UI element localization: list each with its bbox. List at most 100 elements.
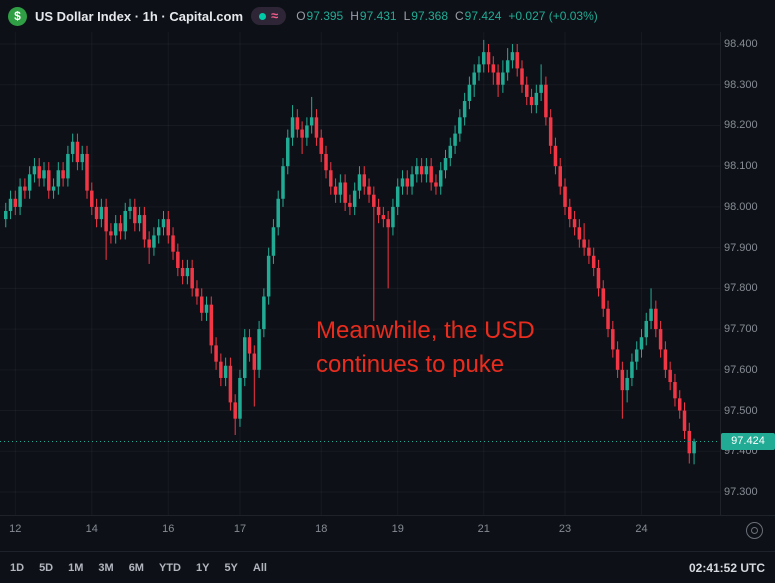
candle-body bbox=[654, 308, 658, 330]
candle-body bbox=[8, 198, 13, 211]
range-button-5y[interactable]: 5Y bbox=[224, 561, 238, 574]
candle-body bbox=[601, 288, 605, 309]
candle-body bbox=[553, 145, 558, 167]
symbol-title[interactable]: US Dollar Index · 1h · Capital.com bbox=[35, 8, 244, 24]
chart-annotation: Meanwhile, the USD continues to puke bbox=[316, 314, 535, 382]
candle-body bbox=[137, 215, 142, 224]
candle-body bbox=[352, 190, 357, 207]
range-button-5d[interactable]: 5D bbox=[39, 561, 54, 574]
time-axis-label: 19 bbox=[391, 523, 404, 535]
candle-body bbox=[386, 219, 390, 228]
candle-body bbox=[233, 402, 237, 419]
candle-body bbox=[104, 206, 108, 232]
price-axis-label: 97.700 bbox=[724, 323, 758, 336]
range-button-all[interactable]: All bbox=[252, 561, 267, 574]
candle-body bbox=[319, 137, 323, 154]
candle-body bbox=[161, 219, 166, 228]
candle-body bbox=[209, 304, 214, 346]
candle-body bbox=[176, 251, 180, 268]
candle-body bbox=[123, 210, 127, 232]
candle-body bbox=[47, 170, 51, 191]
candlestick-plot[interactable] bbox=[0, 32, 775, 515]
time-axis-label: 23 bbox=[558, 523, 572, 535]
candle-body bbox=[23, 186, 27, 191]
candle-body bbox=[99, 206, 104, 220]
candle-body bbox=[290, 117, 295, 138]
bottom-toolbar: 1D 5D 1M 3M 6M YTD 1Y 5Y All 02:41:52 UTC bbox=[0, 551, 775, 583]
candle-body bbox=[520, 68, 524, 85]
market-status-pill[interactable]: ≈ bbox=[251, 7, 287, 25]
candle-body bbox=[247, 337, 252, 354]
candle-body bbox=[70, 141, 75, 154]
price-axis-label: 98.400 bbox=[724, 38, 758, 50]
candle-body bbox=[133, 206, 137, 224]
candle-body bbox=[228, 365, 233, 403]
candle-body bbox=[501, 72, 505, 85]
ohlc-readout: O 97.395 H 97.431 L 97.368 C 97.424 +0.027 (… bbox=[296, 9, 598, 23]
price-axis-label: 97.500 bbox=[724, 404, 758, 417]
range-button-ytd[interactable]: YTD bbox=[158, 561, 181, 574]
candle-body bbox=[467, 84, 472, 102]
candle-body bbox=[195, 288, 199, 297]
candle-body bbox=[577, 227, 582, 240]
price-axis-label: 97.600 bbox=[724, 363, 758, 376]
low-value: 97.368 bbox=[411, 9, 448, 23]
candle-body bbox=[147, 239, 151, 248]
candle-body bbox=[85, 153, 89, 191]
candle-body bbox=[453, 133, 457, 146]
symbol-logo-icon: $ bbox=[8, 6, 27, 26]
range-button-1y[interactable]: 1Y bbox=[195, 561, 210, 574]
clock-readout[interactable]: 02:41:52 UTC bbox=[688, 560, 765, 575]
candle-body bbox=[266, 255, 271, 297]
range-button-6m[interactable]: 6M bbox=[128, 561, 144, 574]
range-button-1d[interactable]: 1D bbox=[10, 561, 25, 574]
candle-body bbox=[309, 117, 314, 126]
candle-body bbox=[491, 64, 496, 73]
candle-body bbox=[505, 60, 510, 73]
delayed-data-icon: ≈ bbox=[271, 7, 279, 23]
candle-body bbox=[587, 247, 591, 256]
candle-body bbox=[472, 72, 476, 85]
timezone-settings-icon[interactable] bbox=[746, 522, 763, 539]
candle-body bbox=[644, 320, 649, 338]
candle-body bbox=[682, 410, 687, 431]
candle-body bbox=[558, 166, 562, 187]
candle-body bbox=[525, 84, 529, 97]
time-axis-label: 24 bbox=[635, 523, 648, 535]
candle-body bbox=[649, 308, 653, 321]
candle-body bbox=[434, 182, 438, 187]
time-axis-label: 14 bbox=[85, 523, 98, 535]
time-axis[interactable]: 12 14 16 17 18 19 21 23 24 bbox=[0, 515, 775, 551]
price-axis-label: 97.800 bbox=[724, 282, 758, 295]
range-button-1m[interactable]: 1M bbox=[68, 561, 84, 574]
candle-body bbox=[257, 329, 261, 370]
open-label: O bbox=[296, 9, 306, 23]
annotation-line-1: Meanwhile, the USD bbox=[316, 317, 535, 344]
open-value: 97.395 bbox=[306, 9, 344, 23]
candle-body bbox=[620, 369, 625, 391]
candle-body bbox=[94, 206, 99, 220]
candle-body bbox=[190, 268, 194, 289]
candle-body bbox=[415, 166, 419, 175]
candle-body bbox=[606, 308, 610, 330]
price-axis-label: 98.000 bbox=[724, 200, 758, 213]
range-button-3m[interactable]: 3M bbox=[98, 561, 114, 574]
candle-body bbox=[333, 186, 338, 195]
high-label: H bbox=[350, 9, 359, 23]
range-buttons: 1D 5D 1M 3M 6M YTD 1Y 5Y All bbox=[10, 562, 267, 574]
candle-body bbox=[243, 337, 247, 378]
candle-body bbox=[658, 329, 663, 350]
candle-body bbox=[663, 349, 668, 370]
candle-body bbox=[180, 268, 185, 277]
candle-body bbox=[156, 227, 161, 236]
candle-body bbox=[329, 170, 333, 187]
candle-body bbox=[271, 227, 276, 256]
candle-body bbox=[223, 365, 228, 378]
candle-body bbox=[448, 145, 453, 159]
candle-body bbox=[611, 329, 615, 350]
annotation-line-2: continues to puke bbox=[316, 351, 505, 378]
chart-pane[interactable]: Meanwhile, the USD continues to puke 98.… bbox=[0, 32, 775, 515]
candle-body bbox=[630, 361, 634, 378]
candle-body bbox=[625, 377, 629, 391]
price-axis-label: 98.200 bbox=[724, 119, 758, 132]
